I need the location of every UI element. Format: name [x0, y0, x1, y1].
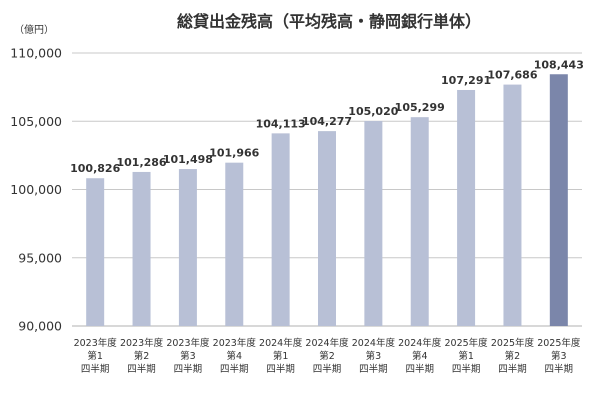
bar	[271, 133, 290, 326]
x-tick-label: 四半期	[81, 363, 110, 375]
x-tick-label: 第4	[412, 350, 428, 362]
x-tick-label: 2025年度	[537, 337, 581, 349]
x-tick-label: 四半期	[498, 363, 527, 375]
bar	[86, 178, 105, 326]
bar	[225, 162, 244, 326]
x-tick-label: 2024年度	[305, 337, 349, 349]
x-tick-label: 第2	[134, 350, 150, 362]
data-label: 108,443	[534, 58, 584, 71]
x-tick-label: 第1	[87, 350, 103, 362]
x-tick-label: 四半期	[220, 363, 249, 375]
x-tick-label: 第3	[366, 350, 382, 362]
x-tick-label: 四半期	[266, 363, 295, 375]
x-tick-label: 2024年度	[352, 337, 396, 349]
x-tick-label: 2023年度	[213, 337, 257, 349]
x-tick-label: 第2	[505, 350, 521, 362]
bar	[410, 117, 429, 327]
y-tick-label: 110,000	[10, 46, 62, 61]
data-label: 100,826	[70, 162, 120, 175]
x-tick-label: 2023年度	[120, 337, 164, 349]
x-axis-ticks: 2023年度第1四半期2023年度第2四半期2023年度第3四半期2023年度第…	[74, 337, 581, 375]
data-label: 105,020	[348, 105, 398, 118]
y-axis-unit-label: （億円）	[14, 23, 54, 36]
x-tick-label: 四半期	[127, 363, 156, 375]
bar	[318, 131, 336, 326]
data-label: 104,113	[256, 117, 306, 130]
x-tick-label: 2023年度	[74, 337, 118, 349]
x-tick-label: 四半期	[452, 363, 481, 375]
y-tick-label: 105,000	[10, 114, 62, 129]
y-tick-label: 95,000	[18, 250, 62, 265]
bar	[549, 74, 568, 326]
x-tick-label: 四半期	[545, 363, 574, 375]
x-tick-label: 四半期	[405, 363, 434, 375]
x-tick-label: 四半期	[313, 363, 342, 375]
bar	[457, 89, 476, 327]
data-label: 101,966	[209, 147, 259, 160]
x-tick-label: 2025年度	[444, 337, 488, 349]
x-tick-label: 第2	[319, 350, 335, 362]
x-tick-label: 第3	[180, 350, 196, 362]
bars	[86, 74, 568, 327]
y-axis-ticks: 90,000 95,000 100,000 105,000 110,000	[10, 46, 62, 334]
x-tick-label: 2024年度	[259, 337, 303, 349]
x-tick-label: 2024年度	[398, 337, 442, 349]
x-tick-label: 2025年度	[491, 337, 535, 349]
bar	[503, 84, 522, 327]
data-label: 101,498	[163, 153, 213, 166]
x-tick-label: 第3	[551, 350, 567, 362]
data-label: 105,299	[395, 101, 445, 114]
y-tick-label: 100,000	[10, 182, 62, 197]
x-tick-label: 第4	[226, 350, 242, 362]
data-label: 107,291	[441, 74, 491, 87]
data-label: 107,686	[487, 69, 537, 82]
bar	[178, 169, 197, 326]
x-tick-label: 四半期	[359, 363, 388, 375]
x-tick-label: 第1	[458, 350, 474, 362]
x-tick-label: 2023年度	[166, 337, 210, 349]
x-tick-label: 第1	[273, 350, 289, 362]
data-label: 104,277	[302, 115, 352, 128]
y-tick-label: 90,000	[18, 319, 62, 334]
chart-title: 総貸出金残高（平均残高・静岡銀行単体）	[177, 12, 481, 31]
data-label: 101,286	[116, 156, 166, 169]
bar	[364, 120, 383, 327]
bar	[132, 171, 151, 326]
x-tick-label: 四半期	[174, 363, 203, 375]
